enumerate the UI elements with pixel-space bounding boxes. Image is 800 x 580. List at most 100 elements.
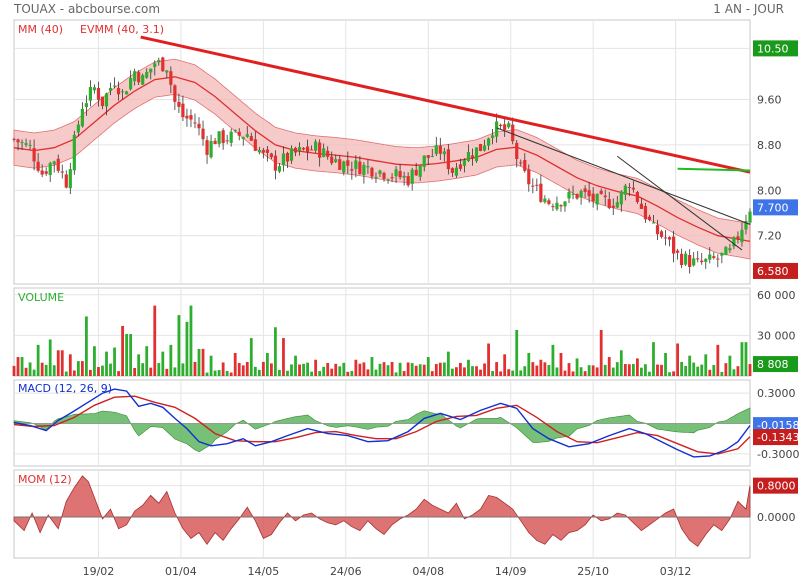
- candle-body: [607, 199, 611, 209]
- candle-body: [639, 203, 644, 209]
- candle-body: [450, 168, 454, 173]
- volume-bar: [76, 361, 80, 376]
- volume-bar: [386, 365, 390, 376]
- candle-body: [342, 161, 346, 173]
- candle-body: [591, 193, 595, 202]
- volume-bar: [700, 364, 704, 376]
- volume-bar: [189, 305, 193, 376]
- volume-bar: [326, 362, 330, 376]
- volume-bar: [382, 362, 386, 376]
- candle-body: [599, 190, 603, 195]
- current-value-tag: [753, 429, 798, 446]
- volume-bar: [599, 329, 603, 376]
- volume-bar: [571, 371, 575, 376]
- legend-mm40: MM (40): [18, 23, 63, 36]
- candle-body: [233, 130, 237, 132]
- candle-body: [567, 192, 571, 199]
- volume-bar: [48, 339, 52, 376]
- candle-body: [165, 70, 169, 73]
- candle-body: [631, 187, 635, 190]
- volume-bar: [161, 351, 165, 376]
- volume-bar: [676, 343, 680, 376]
- volume-bar: [306, 362, 309, 376]
- volume-bar: [499, 371, 503, 376]
- candlesticks: [12, 56, 752, 274]
- volume-bar: [153, 305, 157, 376]
- candle-body: [310, 149, 314, 151]
- volume-bar: [28, 362, 32, 376]
- candle-body: [269, 153, 273, 158]
- candle-body: [253, 139, 257, 151]
- candle-body: [120, 91, 125, 93]
- volume-bar: [507, 369, 511, 376]
- candle-body: [378, 170, 382, 174]
- candle-body: [285, 152, 290, 162]
- volume-bar: [16, 357, 20, 376]
- volume-bar: [664, 352, 667, 376]
- volume-bar: [181, 363, 185, 376]
- volume-bar: [446, 351, 450, 376]
- volume-bar: [330, 368, 334, 376]
- candle-body: [314, 141, 318, 151]
- candle-body: [40, 170, 44, 175]
- volume-bar: [354, 359, 358, 376]
- candle-body: [740, 229, 744, 243]
- volume-bar: [52, 365, 56, 376]
- volume-bar: [193, 361, 197, 376]
- candle-body: [515, 142, 519, 159]
- volume-bar: [503, 354, 507, 376]
- candle-body: [201, 128, 205, 140]
- y-tick-label: 30 000: [757, 329, 796, 342]
- volume-bar: [692, 362, 696, 376]
- volume-bar: [724, 363, 728, 376]
- volume-bar: [72, 370, 76, 376]
- current-value-label: 8 808: [757, 358, 789, 371]
- candle-body: [671, 236, 676, 254]
- chart-source-title: TOUAX - abcbourse.com: [14, 2, 161, 16]
- volume-bar: [101, 365, 104, 376]
- candle-body: [157, 60, 161, 63]
- trend-line-3: [496, 127, 751, 225]
- candle-body: [249, 136, 253, 141]
- candle-body: [543, 198, 547, 203]
- volume-bar: [12, 365, 16, 376]
- candle-body: [100, 96, 105, 107]
- volume-bar: [410, 363, 414, 376]
- y-tick-label: 60 000: [757, 289, 796, 302]
- current-value-tag: [753, 477, 798, 494]
- current-value-tag: [753, 40, 798, 57]
- candle-body: [125, 91, 129, 95]
- candle-body: [305, 146, 310, 152]
- volume-bar: [310, 371, 314, 376]
- current-value-tag: [753, 262, 798, 279]
- candle-body: [676, 250, 680, 253]
- volume-bar: [60, 350, 64, 376]
- current-value-label: 7.700: [757, 201, 789, 214]
- volume-bar: [511, 370, 515, 376]
- y-tick-label: 0.0000: [757, 511, 796, 524]
- volume-bar: [487, 343, 490, 376]
- current-value-label: -0.0158: [757, 419, 799, 432]
- candle-body: [744, 220, 748, 230]
- candle-body: [716, 258, 720, 260]
- candle-body: [583, 188, 587, 192]
- candle-body: [712, 256, 716, 258]
- volume-bar: [414, 365, 418, 376]
- volume-bar: [362, 362, 366, 376]
- x-tick-label: 01/04: [165, 565, 197, 578]
- candle-body: [499, 124, 503, 127]
- candle-body: [334, 159, 338, 163]
- candle-body: [281, 153, 286, 166]
- volume-bar: [302, 363, 305, 376]
- candle-body: [24, 143, 28, 145]
- candle-body: [398, 171, 402, 178]
- candle-body: [225, 140, 229, 142]
- volume-bar: [575, 358, 579, 376]
- volume-bar: [137, 354, 141, 376]
- volume-bar: [591, 365, 595, 376]
- candle-body: [667, 237, 672, 240]
- candle-body: [466, 152, 471, 162]
- chart-period-label[interactable]: 1 AN - JOUR: [713, 2, 784, 16]
- momentum-area: [13, 475, 751, 547]
- candle-body: [635, 192, 639, 203]
